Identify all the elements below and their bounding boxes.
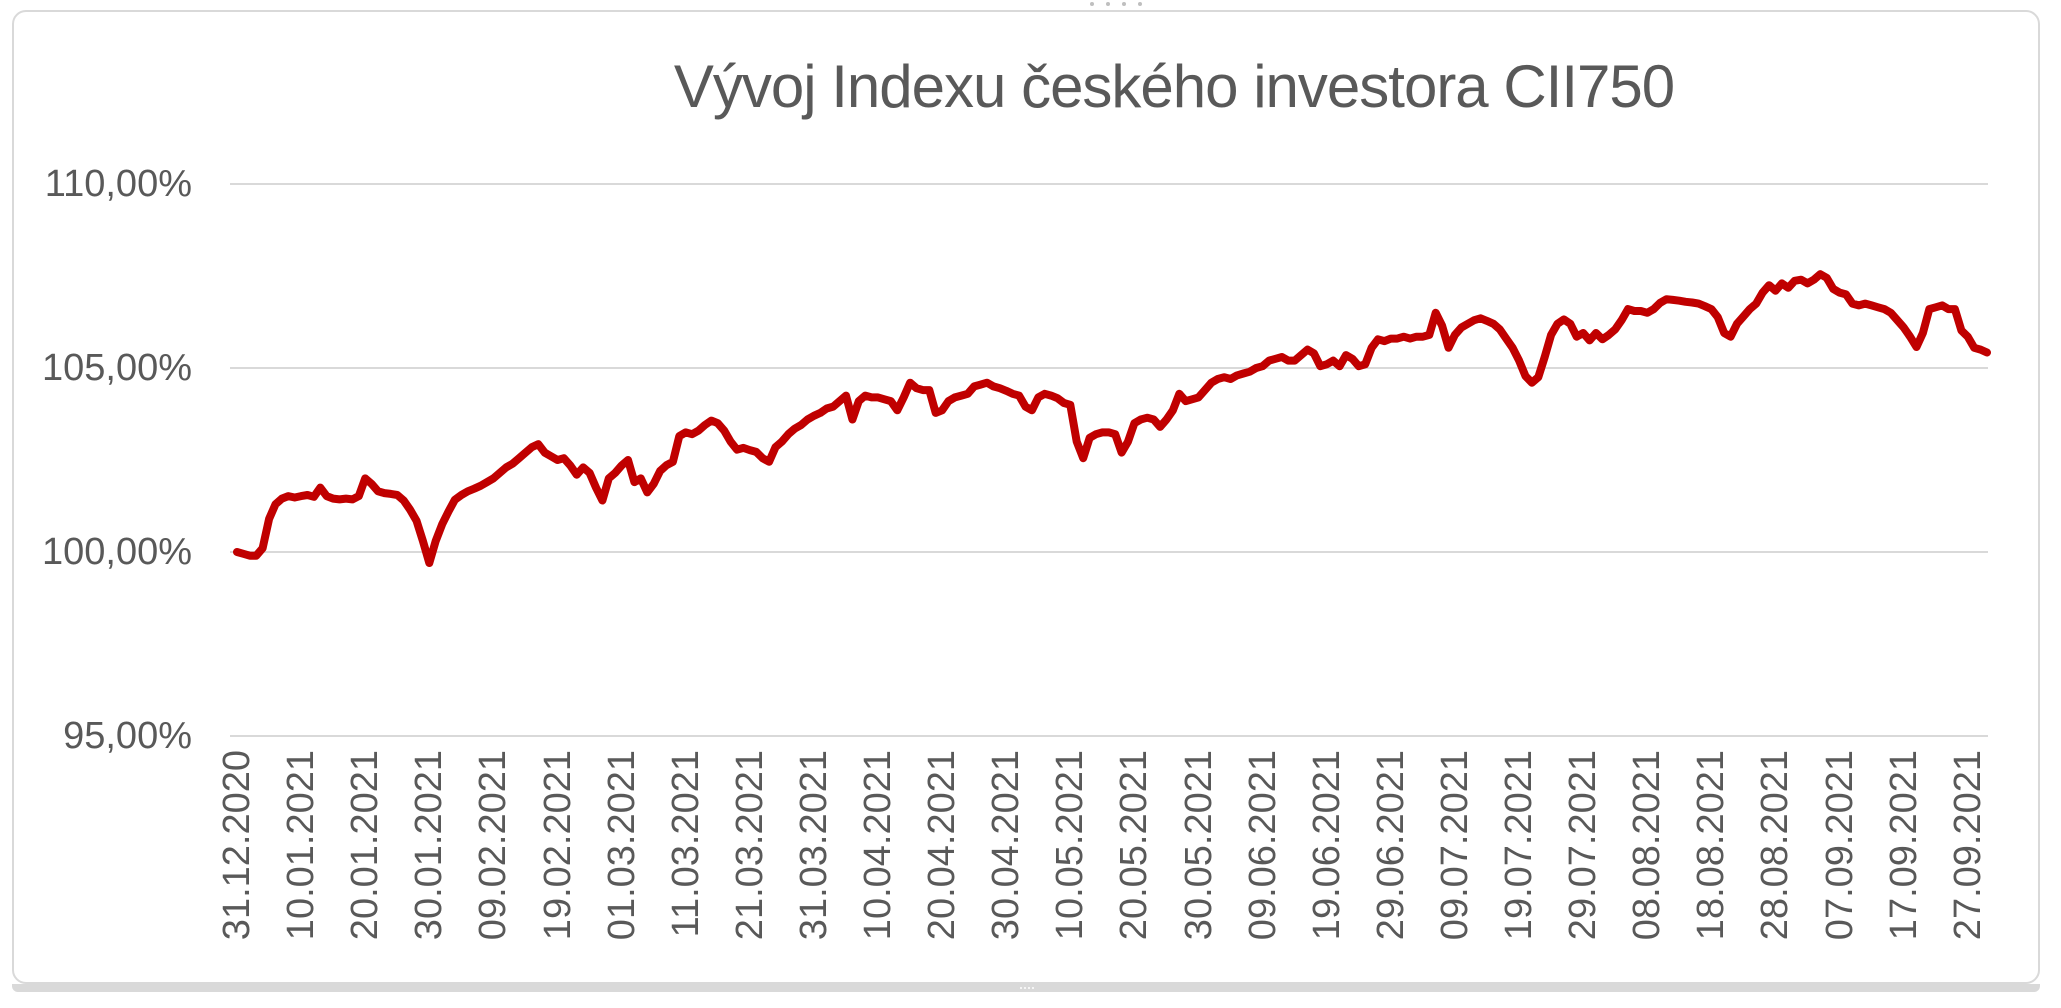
x-tick-label: 10.05.2021	[1049, 750, 1092, 941]
x-tick-label: 01.03.2021	[600, 750, 643, 941]
x-tick-label: 27.09.2021	[1946, 750, 1989, 941]
y-tick-label: 110,00%	[44, 163, 192, 205]
x-tick-label: 30.01.2021	[408, 750, 451, 941]
x-tick-label: 19.07.2021	[1498, 750, 1541, 941]
x-tick-label: 09.06.2021	[1241, 750, 1284, 941]
x-tick-label: 20.04.2021	[921, 750, 964, 941]
x-tick-label: 28.08.2021	[1754, 750, 1797, 941]
chart-grip-dots-bottom-icon	[1020, 987, 1034, 989]
x-tick-label: 30.05.2021	[1177, 750, 1220, 941]
y-tick-label: 100,00%	[41, 531, 192, 573]
x-tick-label: 29.07.2021	[1562, 750, 1605, 941]
x-tick-label: 08.08.2021	[1626, 750, 1669, 941]
x-tick-label: 18.08.2021	[1690, 750, 1733, 941]
chart-bottom-edge	[12, 984, 2040, 992]
x-tick-label: 19.06.2021	[1305, 750, 1348, 941]
x-tick-label: 30.04.2021	[985, 750, 1028, 941]
chart-title: Vývoj Indexu českého investora CII750	[673, 53, 1675, 120]
x-tick-label: 20.01.2021	[344, 750, 387, 941]
x-tick-label: 31.03.2021	[792, 750, 835, 941]
x-tick-label: 21.03.2021	[728, 750, 771, 941]
x-tick-label: 31.12.2020	[216, 750, 258, 941]
x-tick-label: 10.04.2021	[857, 750, 900, 941]
series-line-cii750[interactable]	[233, 270, 1991, 567]
x-tick-label: 10.01.2021	[280, 750, 323, 941]
x-tick-label: 09.02.2021	[472, 750, 515, 941]
x-tick-label: 07.09.2021	[1818, 750, 1861, 941]
x-tick-label: 29.06.2021	[1369, 750, 1412, 941]
y-tick-label: 105,00%	[41, 347, 192, 389]
x-tick-label: 17.09.2021	[1882, 750, 1925, 941]
x-tick-label: 19.02.2021	[536, 750, 579, 941]
x-tick-label: 11.03.2021	[664, 750, 707, 938]
chart-grip-dots-top-icon	[1090, 2, 1142, 8]
x-tick-label: 09.07.2021	[1433, 750, 1476, 941]
y-tick-label: 95,00%	[63, 715, 192, 757]
x-tick-label: 20.05.2021	[1113, 750, 1156, 941]
